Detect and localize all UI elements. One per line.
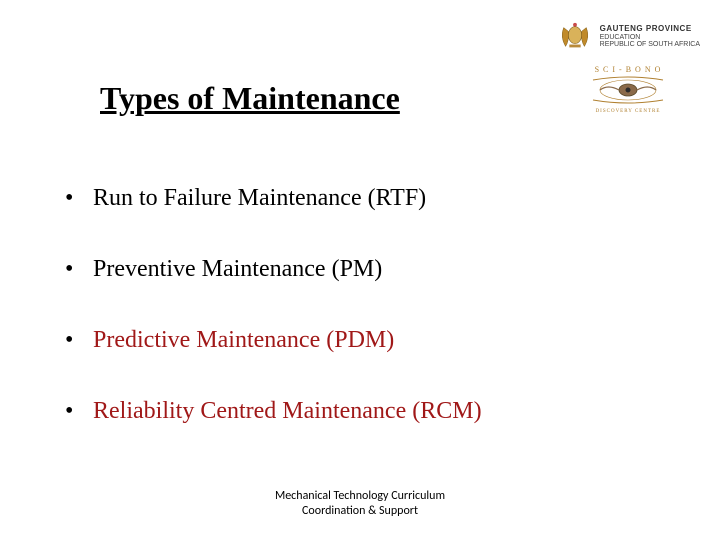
gauteng-line3: REPUBLIC OF SOUTH AFRICA <box>600 41 700 49</box>
bullet-marker: • <box>65 256 93 283</box>
footer-line2: Coordination & Support <box>0 504 720 518</box>
bullet-text: Reliability Centred Maintenance (RCM) <box>93 398 482 425</box>
list-item: • Preventive Maintenance (PM) <box>65 256 655 283</box>
gauteng-text: GAUTENG PROVINCE EDUCATION REPUBLIC OF S… <box>600 25 700 49</box>
list-item: • Run to Failure Maintenance (RTF) <box>65 185 655 212</box>
gauteng-line2: EDUCATION <box>600 34 700 42</box>
bullet-text: Run to Failure Maintenance (RTF) <box>93 185 426 212</box>
scibono-bottom-text: DISCOVERY CENTRE <box>595 109 660 114</box>
footer-line1: Mechanical Technology Curriculum <box>0 489 720 503</box>
list-item: • Reliability Centred Maintenance (RCM) <box>65 398 655 425</box>
list-item: • Predictive Maintenance (PDM) <box>65 327 655 354</box>
bullet-marker: • <box>65 327 93 354</box>
gauteng-logo-row: GAUTENG PROVINCE EDUCATION REPUBLIC OF S… <box>556 20 700 54</box>
sci-bono-logo-icon: S C I - B O N O DISCOVERY CENTRE <box>588 60 668 116</box>
bullet-marker: • <box>65 185 93 212</box>
logo-area: GAUTENG PROVINCE EDUCATION REPUBLIC OF S… <box>556 20 700 116</box>
slide-title: Types of Maintenance <box>100 80 400 117</box>
footer: Mechanical Technology Curriculum Coordin… <box>0 489 720 518</box>
bullet-text: Preventive Maintenance (PM) <box>93 256 382 283</box>
gauteng-line1: GAUTENG PROVINCE <box>600 25 700 34</box>
bullet-text: Predictive Maintenance (PDM) <box>93 327 394 354</box>
scibono-top-text: S C I - B O N O <box>594 65 661 74</box>
bullet-list: • Run to Failure Maintenance (RTF) • Pre… <box>65 185 655 469</box>
slide: Types of Maintenance GAUTENG PROVINCE ED… <box>0 0 720 540</box>
bullet-marker: • <box>65 398 93 425</box>
coat-of-arms-icon <box>556 20 594 54</box>
